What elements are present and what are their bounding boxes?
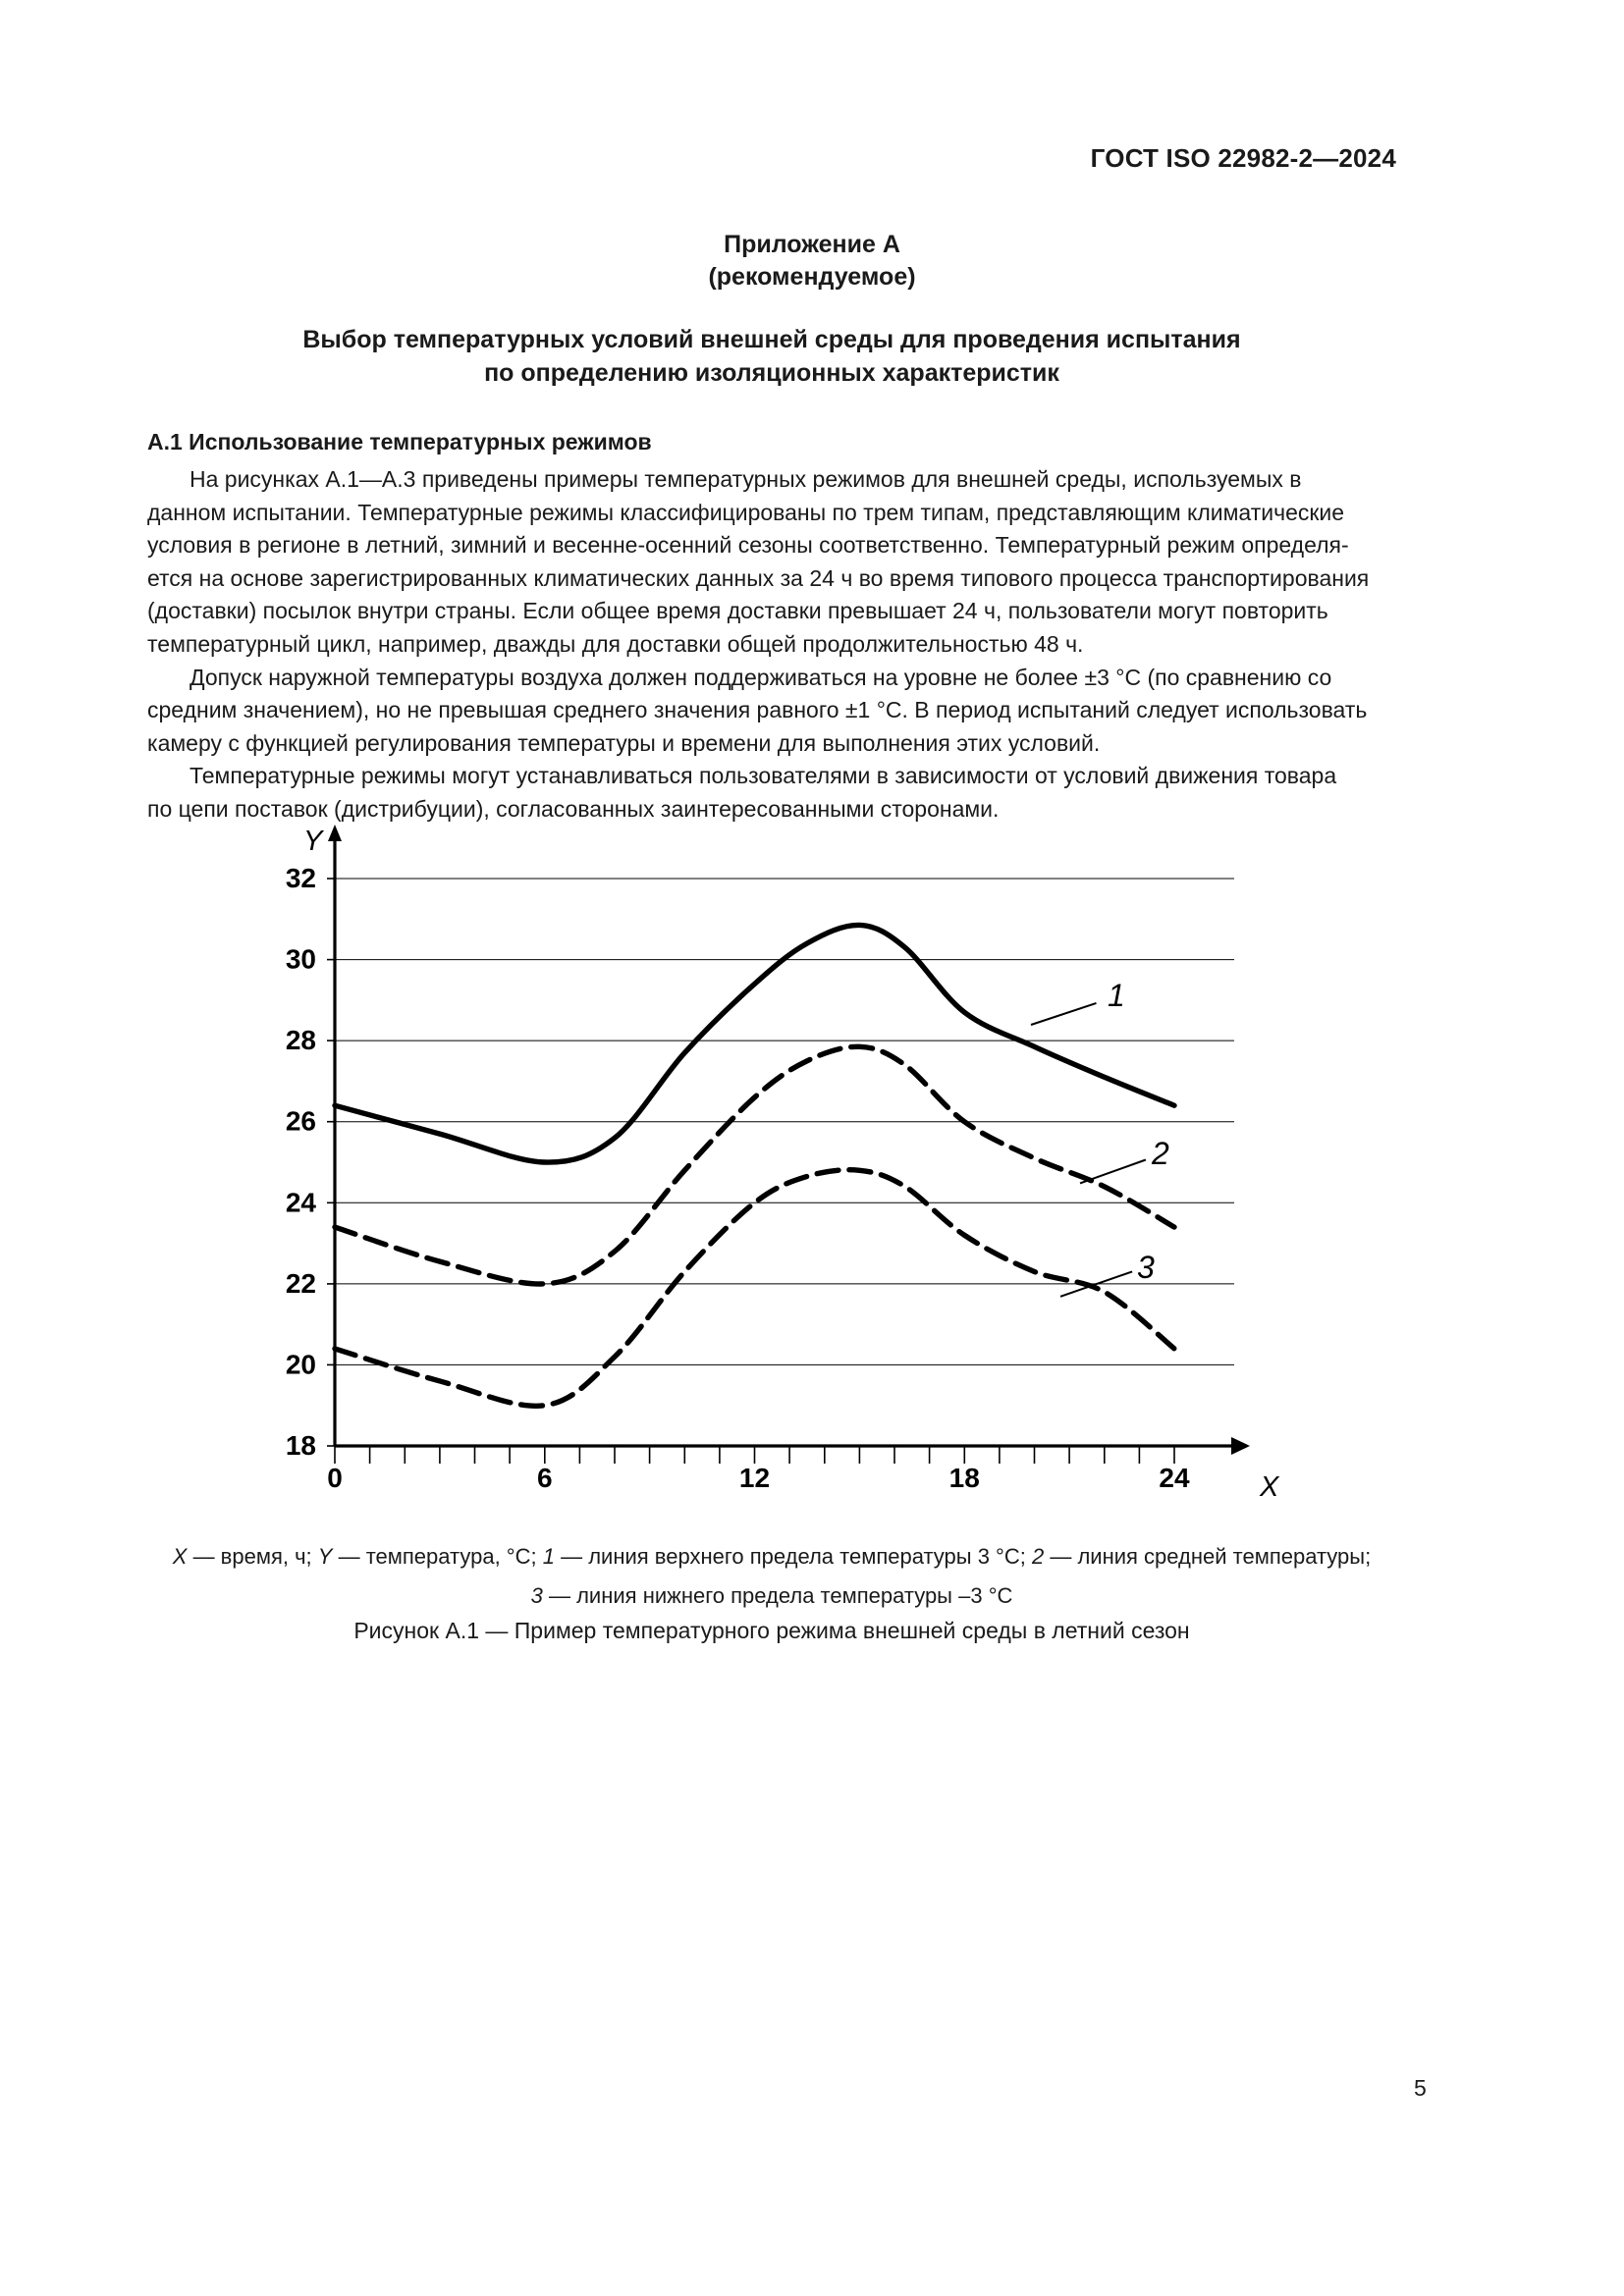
svg-text:Y: Y	[303, 826, 325, 857]
svg-text:28: 28	[286, 1025, 316, 1055]
svg-text:24: 24	[1159, 1463, 1190, 1493]
svg-text:6: 6	[537, 1463, 553, 1493]
svg-text:22: 22	[286, 1268, 316, 1299]
svg-text:18: 18	[949, 1463, 980, 1493]
svg-text:26: 26	[286, 1106, 316, 1137]
svg-text:12: 12	[739, 1463, 770, 1493]
svg-text:2: 2	[1151, 1136, 1169, 1171]
svg-text:18: 18	[286, 1430, 316, 1461]
svg-text:32: 32	[286, 863, 316, 893]
svg-text:3: 3	[1137, 1250, 1155, 1285]
svg-text:1: 1	[1108, 978, 1125, 1013]
svg-text:30: 30	[286, 944, 316, 975]
svg-text:X: X	[1259, 1471, 1280, 1503]
svg-text:0: 0	[327, 1463, 343, 1493]
svg-text:24: 24	[286, 1187, 317, 1217]
svg-text:20: 20	[286, 1349, 316, 1379]
